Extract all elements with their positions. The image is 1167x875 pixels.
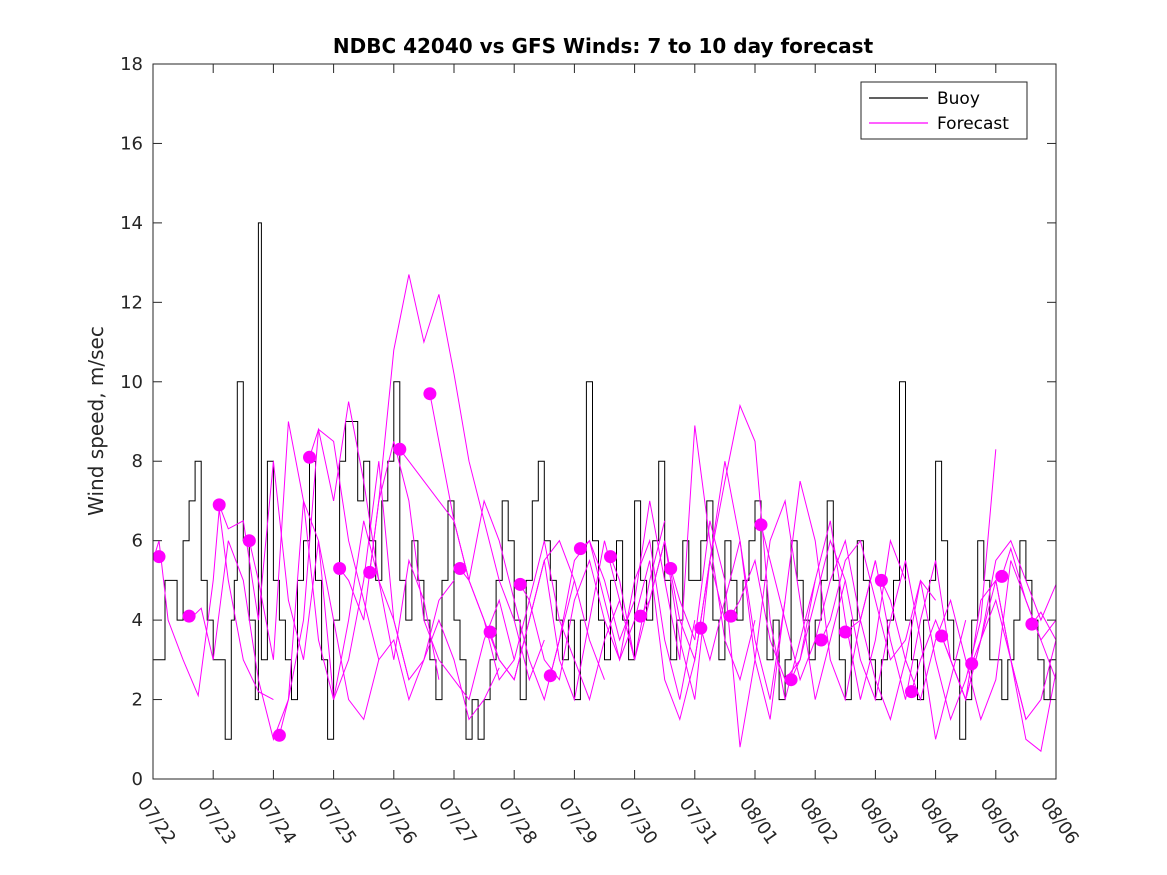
forecast-start-marker-18	[694, 621, 708, 635]
forecast-start-marker-3	[242, 534, 256, 548]
forecast-start-marker-14	[573, 542, 587, 556]
forecast-run-line-22	[820, 449, 997, 722]
y-axis-label: Wind speed, m/sec	[84, 326, 108, 516]
forecast-start-marker-11	[483, 625, 497, 639]
forecast-start-marker-19	[724, 609, 738, 623]
forecast-start-marker-13	[543, 669, 557, 683]
forecast-run-line-12	[519, 538, 696, 700]
forecast-start-marker-27	[965, 657, 979, 671]
forecast-start-marker-29	[1025, 617, 1039, 631]
axes-box	[152, 63, 1057, 780]
plot-area	[152, 222, 1057, 753]
forecast-start-marker-9	[423, 387, 437, 401]
y-tick-label: 6	[132, 531, 143, 552]
chart-title: NDBC 42040 vs GFS Winds: 7 to 10 day for…	[333, 34, 874, 58]
forecast-run-line-27	[971, 598, 1057, 721]
forecast-run-line-10	[459, 540, 636, 702]
forecast-start-marker-22	[814, 633, 828, 647]
forecast-start-marker-17	[664, 562, 678, 575]
forecast-start-marker-0	[152, 550, 166, 564]
forecast-run-line-9	[429, 393, 605, 702]
forecast-run-line-19	[730, 520, 906, 700]
forecast-start-marker-7	[363, 565, 377, 579]
legend: Buoy Forecast	[860, 81, 1028, 140]
forecast-start-marker-4	[272, 728, 286, 742]
forecast-run-line-16	[640, 403, 816, 700]
forecast-run-line-3	[248, 421, 440, 700]
forecast-run-line-25	[911, 579, 1057, 753]
forecast-start-marker-6	[333, 562, 347, 575]
forecast-start-marker-5	[303, 450, 316, 464]
y-tick-label: 10	[120, 372, 143, 393]
y-tick-label: 16	[120, 133, 143, 154]
forecast-start-marker-23	[838, 625, 852, 639]
y-tick-label: 0	[132, 769, 143, 790]
forecast-start-marker-12	[513, 577, 527, 591]
forecast-start-marker-16	[634, 609, 648, 623]
forecast-start-marker-15	[604, 550, 617, 564]
forecast-run-line-21	[790, 539, 967, 740]
forecast-start-marker-28	[995, 569, 1009, 583]
y-tick-label: 18	[120, 54, 143, 75]
legend-box	[860, 81, 1028, 140]
forecast-run-line-7	[369, 274, 545, 682]
forecast-start-marker-2	[212, 498, 226, 512]
forecast-run-line-14	[580, 425, 756, 682]
forecast-start-marker-25	[905, 685, 918, 699]
y-tick-label: 14	[120, 213, 143, 234]
forecast-start-marker-24	[874, 573, 888, 587]
forecast-start-marker-10	[453, 562, 467, 575]
forecast-start-marker-8	[393, 442, 407, 456]
forecast-run-line-1	[188, 500, 380, 741]
forecast-run-line-18	[700, 480, 876, 720]
forecast-start-marker-1	[182, 609, 196, 623]
y-tick-label: 4	[132, 610, 143, 631]
forecast-run-line-5	[309, 401, 500, 721]
legend-label-buoy: Buoy	[937, 89, 980, 109]
y-tick-label: 2	[132, 690, 143, 711]
forecast-run-line-6	[339, 441, 515, 701]
forecast-run-line-0	[152, 508, 274, 701]
forecast-run-line-15	[610, 461, 786, 700]
y-tick-label: 12	[120, 292, 143, 313]
forecast-run-line-28	[1001, 546, 1057, 642]
forecast-start-marker-21	[784, 673, 798, 687]
forecast-start-marker-26	[935, 629, 949, 643]
forecast-run-line-26	[941, 539, 1057, 702]
legend-label-forecast: Forecast	[937, 114, 1009, 134]
y-tick-label: 8	[132, 451, 143, 472]
forecast-start-marker-20	[754, 518, 768, 532]
